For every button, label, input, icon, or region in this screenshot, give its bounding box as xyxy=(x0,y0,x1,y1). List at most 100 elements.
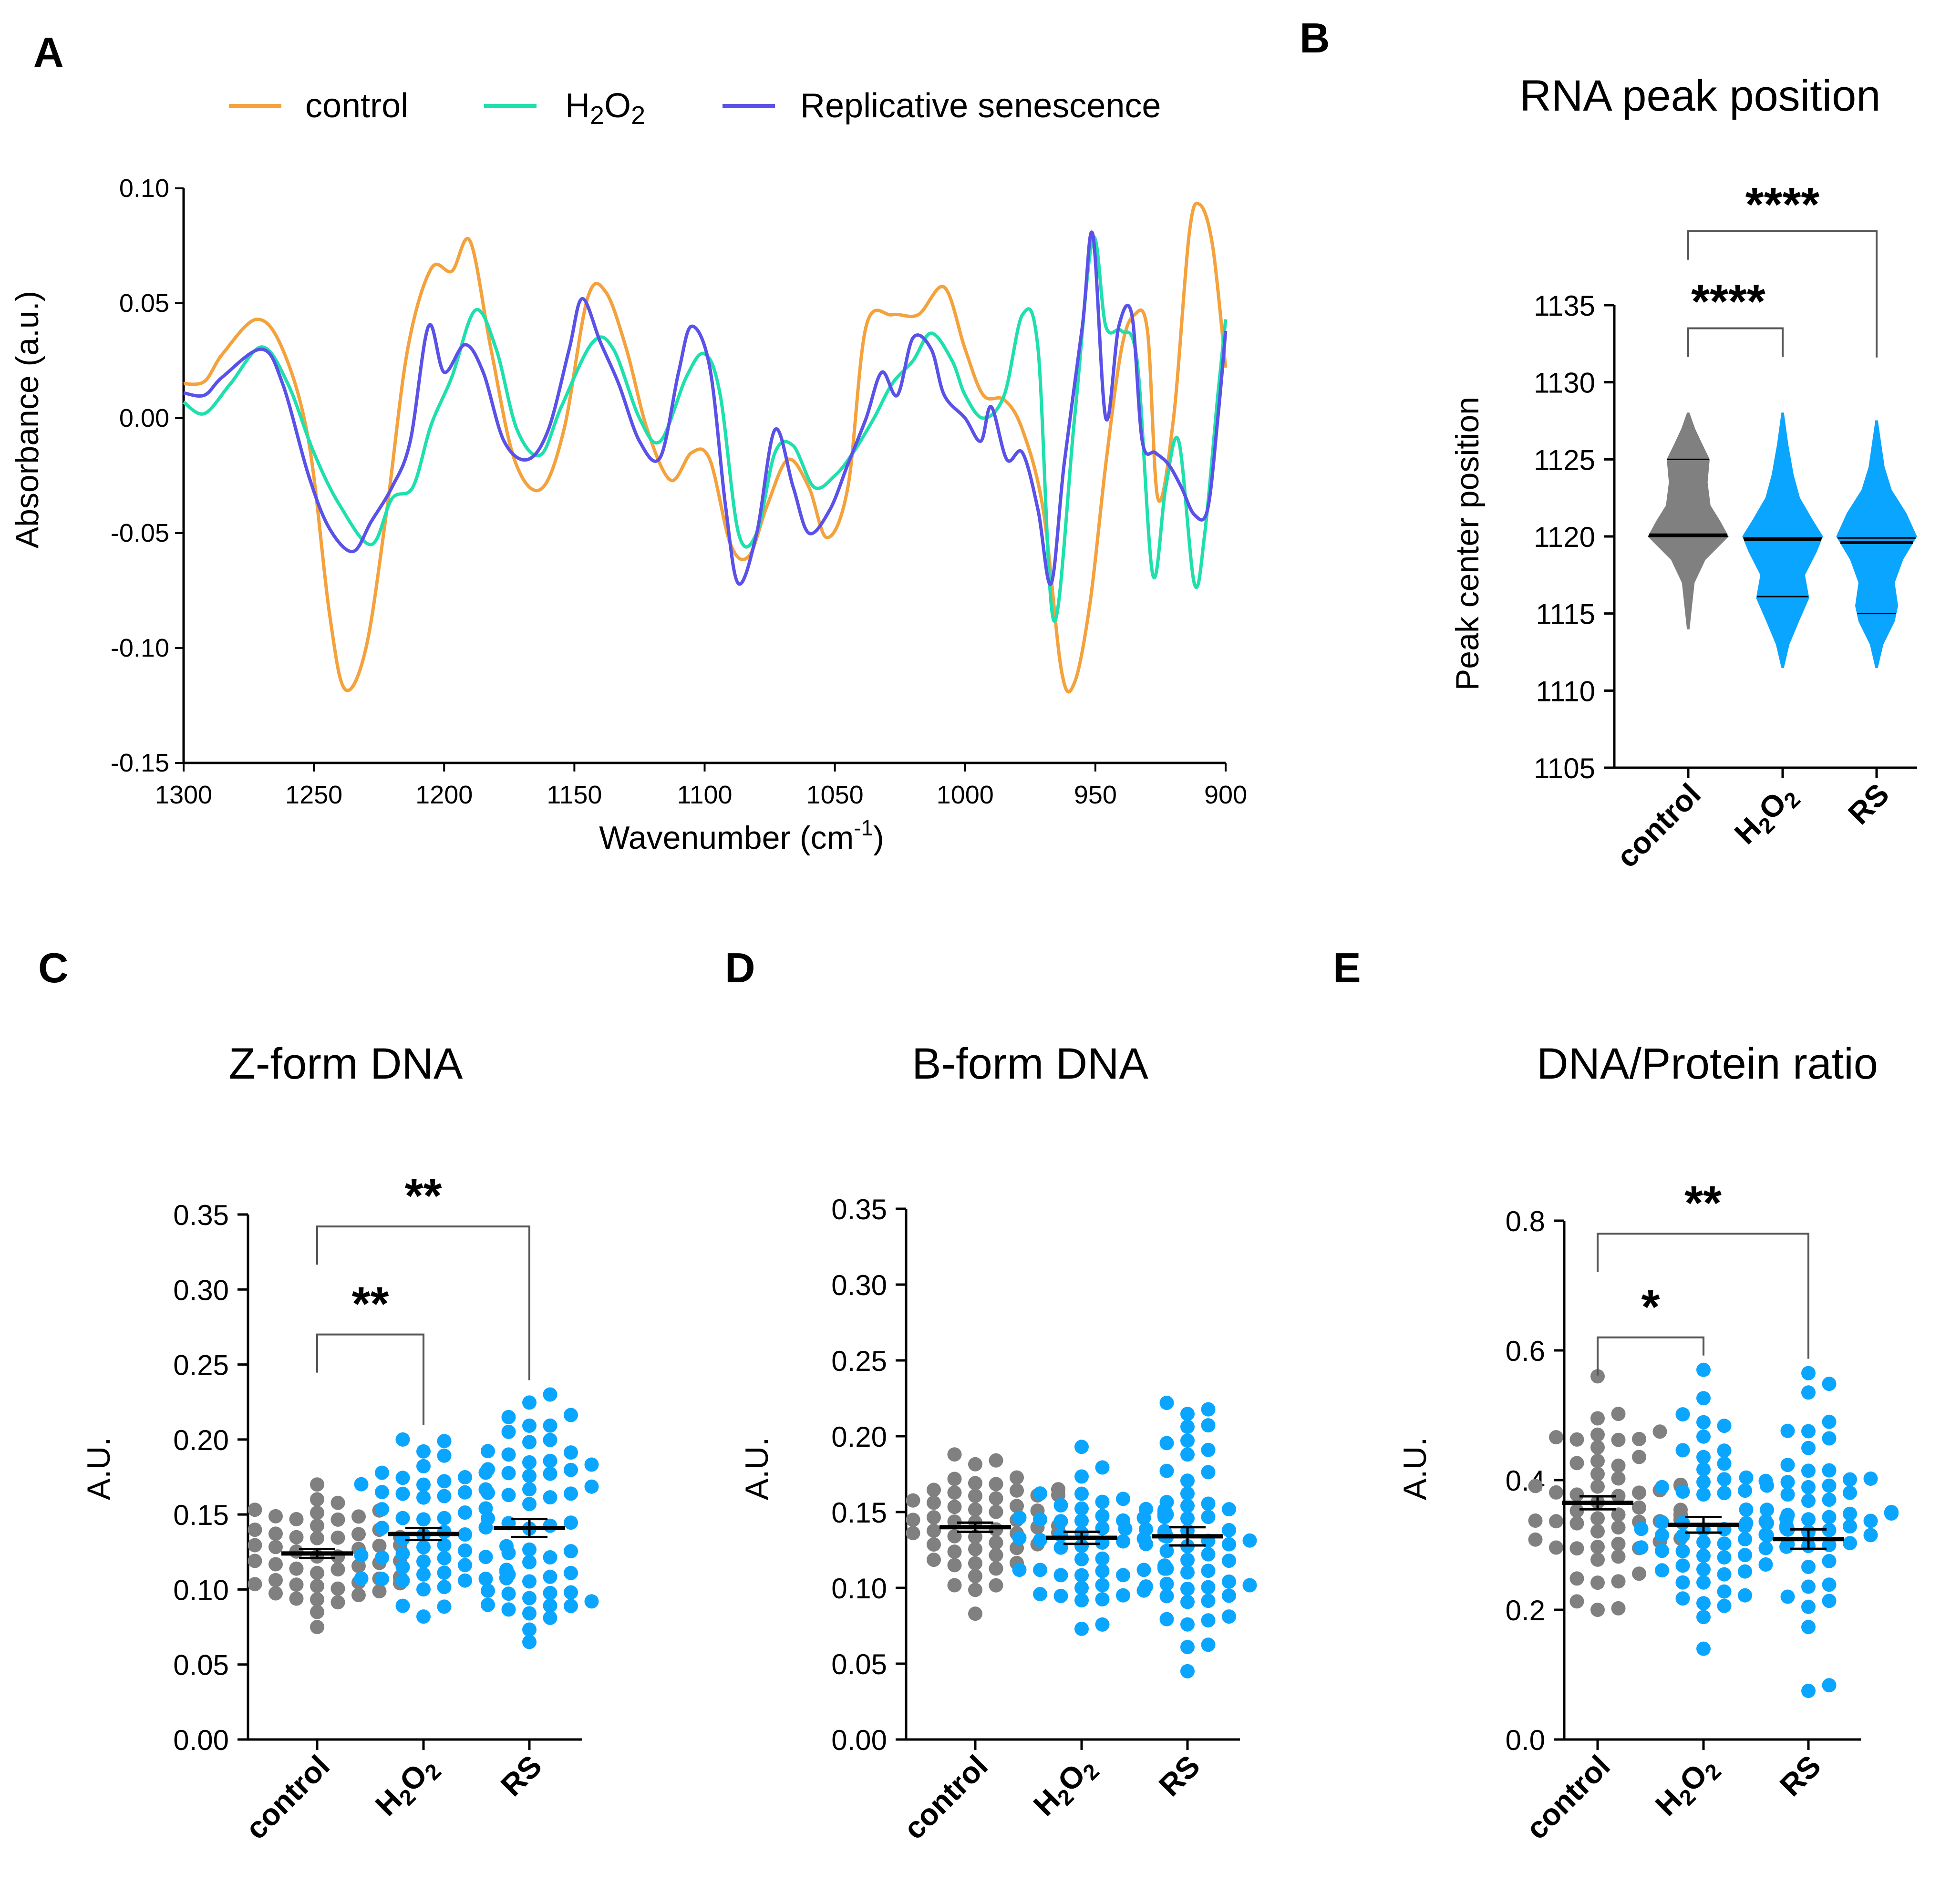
panel-e-y-tick-label: 0.2 xyxy=(1506,1595,1545,1626)
panel-c-data-point xyxy=(416,1477,431,1492)
panel-letter-e: E xyxy=(1333,944,1361,991)
panel-c-data-point xyxy=(584,1457,599,1472)
panel-c-data-point xyxy=(481,1444,495,1459)
panel-d-y-tick-label: 0.35 xyxy=(831,1194,887,1225)
panel-d-data-point xyxy=(1053,1514,1068,1529)
panel-e-data-point xyxy=(1569,1456,1584,1471)
panel-e-significance-bracket xyxy=(1597,1336,1704,1376)
panel-e-data-point xyxy=(1549,1514,1563,1529)
panel-e-data-point xyxy=(1696,1641,1711,1656)
panel-c-data-point xyxy=(268,1526,283,1541)
panel-d-data-point xyxy=(947,1558,962,1573)
panel-c-data-point xyxy=(310,1579,324,1594)
panel-c-data-point xyxy=(543,1432,557,1447)
panel-b-title: RNA peak position xyxy=(1520,72,1881,120)
panel-b-y-tick-label: 1135 xyxy=(1534,290,1595,322)
panel-e-data-point xyxy=(1801,1424,1816,1439)
panel-e-data-point xyxy=(1569,1571,1584,1586)
panel-d-data-point xyxy=(1201,1564,1216,1578)
panel-e-data-point xyxy=(1590,1440,1605,1455)
panel-e-data-point xyxy=(1652,1424,1667,1439)
panel-e-data-point xyxy=(1611,1507,1626,1522)
panel-e-data-point xyxy=(1717,1598,1732,1613)
panel-e-data-point xyxy=(1801,1385,1816,1400)
panel-d-data-point xyxy=(1010,1470,1024,1485)
panel-e-data-point xyxy=(1590,1603,1605,1617)
panel-c-data-point xyxy=(416,1540,431,1554)
panel-b-y-tick-label: 1105 xyxy=(1534,752,1595,784)
panel-e-data-point xyxy=(1696,1610,1711,1625)
panel-c-data-point xyxy=(289,1561,304,1576)
panel-d-data-point xyxy=(1053,1528,1068,1543)
panel-d-data-point xyxy=(1180,1433,1195,1448)
panel-d-data-point xyxy=(906,1493,920,1508)
panel-e-data-point xyxy=(1528,1513,1543,1528)
panel-c-data-point xyxy=(248,1503,262,1517)
panel-e-ratio: DNA/Protein ratio A.U. 0.00.20.40.60.8co… xyxy=(1397,1039,1899,1846)
panel-d-data-point xyxy=(1074,1593,1089,1608)
panel-e-data-point xyxy=(1696,1562,1711,1577)
panel-e-data-point xyxy=(1675,1591,1690,1606)
panel-d-data-point xyxy=(1159,1589,1174,1604)
panel-e-data-point xyxy=(1843,1506,1857,1521)
panel-e-data-point xyxy=(1611,1407,1626,1421)
panel-d-data-point xyxy=(1033,1587,1047,1602)
panel-d-y-label: A.U. xyxy=(739,1437,775,1500)
panel-c-data-point xyxy=(522,1591,537,1606)
panel-e-data-point xyxy=(1673,1503,1688,1517)
panel-d-data-point xyxy=(989,1578,1003,1593)
panel-d-data-point xyxy=(1033,1512,1047,1527)
panel-e-data-point xyxy=(1822,1414,1837,1429)
panel-d-data-point xyxy=(1033,1486,1047,1501)
panel-c-data-point xyxy=(481,1511,495,1526)
panel-d-data-point xyxy=(1201,1547,1216,1562)
panel-a-x-tick-label: 1100 xyxy=(677,781,732,809)
panel-a-legend: control H2O2 Replicative senescence xyxy=(229,87,1161,130)
panel-e-data-point xyxy=(1632,1431,1646,1446)
panel-c-data-point xyxy=(289,1530,304,1544)
panel-c-data-point xyxy=(375,1521,389,1535)
panel-e-data-point xyxy=(1738,1483,1752,1498)
panel-d-data-point xyxy=(1159,1561,1174,1576)
panel-e-y-tick-label: 0.0 xyxy=(1506,1724,1545,1756)
panel-c-data-point xyxy=(543,1387,557,1402)
panel-e-data-point xyxy=(1611,1601,1626,1616)
panel-c-data-point xyxy=(522,1497,537,1512)
panel-e-title: DNA/Protein ratio xyxy=(1537,1039,1878,1088)
panel-d-data-point xyxy=(1201,1402,1216,1417)
panel-c-data-point xyxy=(522,1635,537,1649)
panel-e-data-point xyxy=(1696,1429,1711,1444)
panel-e-data-point xyxy=(1696,1548,1711,1563)
panel-c-data-point xyxy=(564,1445,578,1460)
panel-c-data-point xyxy=(310,1531,324,1545)
panel-c-data-point xyxy=(395,1598,410,1613)
panel-d-data-point xyxy=(947,1544,962,1559)
panel-b-significance-bracket xyxy=(1687,230,1878,358)
panel-d-data-point xyxy=(947,1472,962,1486)
panel-c-data-point xyxy=(522,1418,537,1433)
panel-c-title: Z-form DNA xyxy=(229,1039,463,1088)
panel-c-data-point xyxy=(481,1597,495,1612)
panel-c-y-tick-label: 0.30 xyxy=(173,1274,229,1306)
panel-c-data-point xyxy=(564,1544,578,1559)
panel-c-data-point xyxy=(522,1469,537,1483)
panel-e-data-point xyxy=(1717,1456,1732,1471)
panel-d-data-point xyxy=(947,1578,962,1593)
panel-c-data-point xyxy=(501,1586,516,1601)
panel-e-data-point xyxy=(1696,1415,1711,1430)
panel-d-data-point xyxy=(1180,1664,1195,1678)
panel-a-x-tick-label: 900 xyxy=(1204,781,1247,809)
panel-e-data-point xyxy=(1801,1463,1816,1478)
panel-d-data-point xyxy=(989,1504,1003,1519)
panel-d-data-point xyxy=(1159,1396,1174,1410)
panel-d-data-point xyxy=(1116,1492,1130,1506)
panel-c-data-point xyxy=(375,1502,389,1517)
panel-a-spectra: Absorbance (a.u.) Wavenumber (cm-1) 0.10… xyxy=(9,174,1247,856)
panel-d-data-point xyxy=(1074,1513,1089,1528)
panel-d-data-point xyxy=(1242,1578,1257,1593)
panel-a-x-tick-label: 1050 xyxy=(806,781,864,809)
panel-c-data-point xyxy=(416,1512,431,1527)
panel-d-data-point xyxy=(1074,1469,1089,1484)
panel-e-data-point xyxy=(1569,1432,1584,1447)
panel-d-data-point xyxy=(1180,1640,1195,1655)
